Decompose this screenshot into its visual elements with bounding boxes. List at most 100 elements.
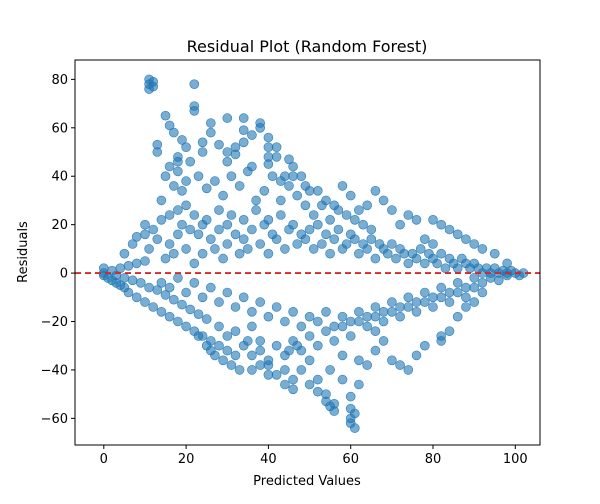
scatter-point [152, 285, 163, 295]
scatter-point [349, 234, 360, 244]
scatter-point [214, 224, 224, 235]
scatter-point [226, 360, 237, 370]
y-tick-label: 20 [51, 218, 68, 233]
scatter-point [206, 345, 216, 356]
scatter-point [292, 340, 303, 351]
scatter-point [387, 306, 397, 317]
scatter-point [214, 297, 224, 307]
scatter-point [362, 360, 373, 370]
scatter-point [214, 340, 224, 351]
scatter-point [345, 316, 356, 327]
scatter-point [308, 210, 319, 220]
scatter-point [164, 282, 175, 293]
scatter-point [312, 386, 323, 397]
scatter-point [362, 321, 373, 332]
scatter-point [238, 113, 249, 123]
scatter-point [436, 219, 447, 230]
scatter-point [419, 234, 430, 244]
scatter-point [411, 350, 422, 361]
scatter-point [181, 176, 191, 186]
scatter-point [403, 365, 414, 375]
scatter-point [403, 210, 414, 220]
scatter-point [312, 340, 323, 351]
scatter-point [469, 239, 480, 249]
scatter-point [201, 314, 212, 324]
scatter-point [337, 311, 348, 322]
scatter-point [485, 273, 496, 283]
scatter-point [222, 219, 233, 230]
scatter-point [164, 210, 175, 220]
scatter-point [230, 302, 241, 312]
scatter-point [263, 215, 274, 225]
scatter-point [403, 302, 414, 312]
scatter-point [238, 234, 249, 244]
scatter-point [230, 229, 241, 240]
scatter-point [123, 260, 134, 271]
scatter-point [193, 229, 204, 240]
scatter-point [189, 258, 200, 269]
scatter-point [267, 171, 278, 181]
scatter-point [349, 423, 360, 433]
scatter-point [296, 321, 307, 332]
scatter-point [312, 186, 323, 196]
plot-area-frame [74, 59, 541, 446]
scatter-point [164, 161, 175, 172]
scatter-point [308, 244, 319, 254]
scatter-point [370, 253, 381, 264]
scatter-point [123, 287, 134, 298]
scatter-point [271, 234, 282, 244]
scatter-point [206, 118, 216, 128]
scatter-point [230, 350, 241, 361]
scatter-point [173, 229, 183, 240]
scatter-point [206, 234, 216, 244]
scatter-point [222, 113, 233, 123]
scatter-point [345, 331, 356, 341]
scatter-point [243, 244, 253, 254]
scatter-point [148, 224, 158, 235]
x-tick-label: 60 [342, 452, 359, 467]
scatter-point [247, 224, 257, 235]
scatter-point [185, 304, 195, 315]
scatter-point [234, 181, 245, 191]
scatter-point [337, 350, 348, 361]
scatter-point [461, 292, 471, 303]
scatter-point [317, 200, 327, 211]
scatter-point [263, 159, 274, 169]
scatter-point [173, 166, 183, 177]
scatter-point [152, 147, 163, 157]
scatter-point [366, 234, 377, 244]
scatter-point [296, 171, 307, 181]
scatter-point [177, 186, 187, 196]
scatter-point [206, 282, 216, 293]
scatter-point [193, 309, 204, 320]
scatter-point [419, 340, 430, 351]
chart-title: Residual Plot (Random Forest) [187, 37, 428, 56]
scatter-point [238, 137, 249, 148]
scatter-point [251, 195, 261, 206]
scatter-point [288, 171, 298, 181]
scatter-point [156, 215, 167, 225]
scatter-point [387, 355, 397, 366]
scatter-point [169, 294, 179, 305]
scatter-point [193, 171, 204, 181]
scatter-point [362, 311, 373, 322]
scatter-point [461, 234, 471, 244]
scatter-point [234, 365, 245, 375]
scatter-point [259, 186, 270, 196]
x-tick-label: 20 [178, 452, 195, 467]
scatter-point [304, 331, 315, 341]
scatter-point [247, 321, 257, 332]
scatter-point [148, 81, 158, 92]
scatter-point [173, 205, 183, 215]
scatter-point [164, 311, 175, 322]
scatter-point [341, 210, 352, 220]
scatter-point [275, 195, 286, 206]
scatter-point [226, 210, 237, 220]
scatter-point [173, 316, 183, 327]
scatter-point [238, 125, 249, 135]
scatter-point [370, 311, 381, 322]
scatter-point [255, 345, 266, 356]
scatter-point [440, 263, 451, 274]
